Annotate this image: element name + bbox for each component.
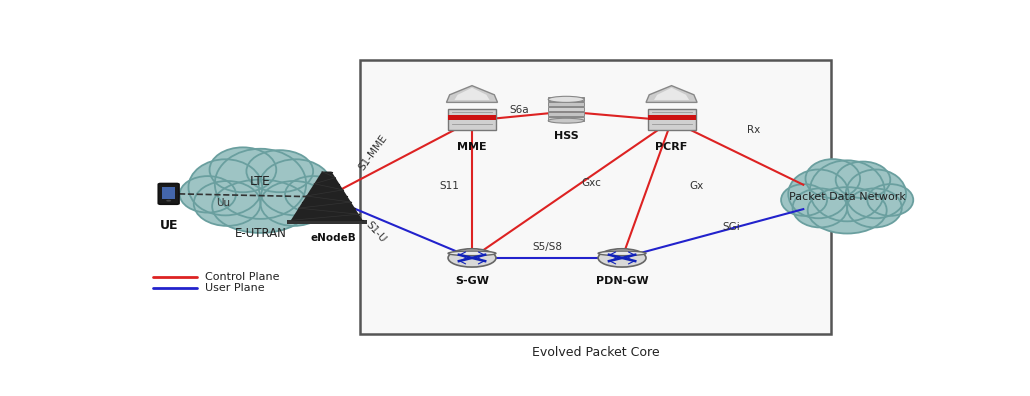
Text: Rx: Rx (748, 125, 760, 135)
Text: Evolved Packet Core: Evolved Packet Core (531, 346, 659, 359)
Ellipse shape (215, 149, 306, 219)
Text: LTE: LTE (250, 175, 271, 188)
Ellipse shape (867, 184, 914, 216)
Ellipse shape (285, 176, 341, 213)
FancyBboxPatch shape (548, 116, 584, 121)
Ellipse shape (788, 169, 849, 218)
Ellipse shape (598, 251, 646, 256)
Text: Packet Data Network: Packet Data Network (789, 192, 905, 202)
FancyBboxPatch shape (448, 115, 496, 120)
Text: Gx: Gx (689, 181, 703, 191)
Circle shape (598, 249, 646, 267)
Text: S1-U: S1-U (364, 220, 387, 245)
Text: S1-MME: S1-MME (356, 133, 389, 172)
Ellipse shape (448, 251, 496, 256)
Text: eNodeB: eNodeB (310, 233, 356, 243)
Ellipse shape (847, 188, 902, 227)
FancyBboxPatch shape (548, 107, 584, 111)
FancyBboxPatch shape (548, 97, 584, 101)
Text: S11: S11 (440, 181, 459, 191)
FancyBboxPatch shape (648, 115, 695, 120)
FancyBboxPatch shape (163, 187, 175, 199)
FancyBboxPatch shape (286, 220, 367, 224)
Text: MME: MME (457, 142, 487, 152)
FancyBboxPatch shape (360, 60, 831, 334)
Ellipse shape (259, 159, 333, 215)
Polygon shape (290, 171, 363, 220)
Ellipse shape (548, 118, 584, 123)
Polygon shape (654, 88, 689, 100)
Ellipse shape (808, 187, 887, 234)
Text: Uu: Uu (215, 198, 230, 208)
Circle shape (166, 200, 171, 202)
Ellipse shape (261, 181, 328, 226)
Ellipse shape (792, 188, 848, 227)
Ellipse shape (194, 181, 261, 226)
FancyBboxPatch shape (548, 112, 584, 116)
Ellipse shape (781, 184, 827, 216)
Text: S6a: S6a (509, 105, 529, 115)
Text: SGi: SGi (723, 222, 741, 232)
Text: HSS: HSS (554, 131, 579, 141)
FancyBboxPatch shape (159, 183, 179, 204)
Ellipse shape (246, 150, 313, 192)
Ellipse shape (179, 176, 236, 213)
Circle shape (448, 249, 496, 267)
Text: Gxc: Gxc (582, 178, 602, 188)
Ellipse shape (805, 159, 860, 198)
Text: User Plane: User Plane (205, 284, 265, 293)
Ellipse shape (209, 147, 276, 192)
Ellipse shape (810, 160, 885, 221)
FancyBboxPatch shape (648, 109, 695, 129)
Polygon shape (446, 86, 497, 103)
Text: PCRF: PCRF (655, 142, 688, 152)
Text: S-GW: S-GW (455, 276, 489, 286)
Polygon shape (454, 88, 489, 100)
FancyBboxPatch shape (448, 109, 496, 129)
Text: S5/S8: S5/S8 (533, 242, 562, 252)
Text: UE: UE (160, 219, 178, 232)
Ellipse shape (835, 162, 890, 198)
Ellipse shape (188, 159, 263, 215)
Ellipse shape (846, 169, 906, 218)
Text: PDN-GW: PDN-GW (595, 276, 648, 286)
FancyBboxPatch shape (548, 102, 584, 106)
Text: Control Plane: Control Plane (205, 272, 279, 282)
Ellipse shape (548, 96, 584, 103)
Ellipse shape (212, 180, 309, 233)
Text: E-UTRAN: E-UTRAN (235, 227, 286, 240)
Polygon shape (646, 86, 697, 103)
